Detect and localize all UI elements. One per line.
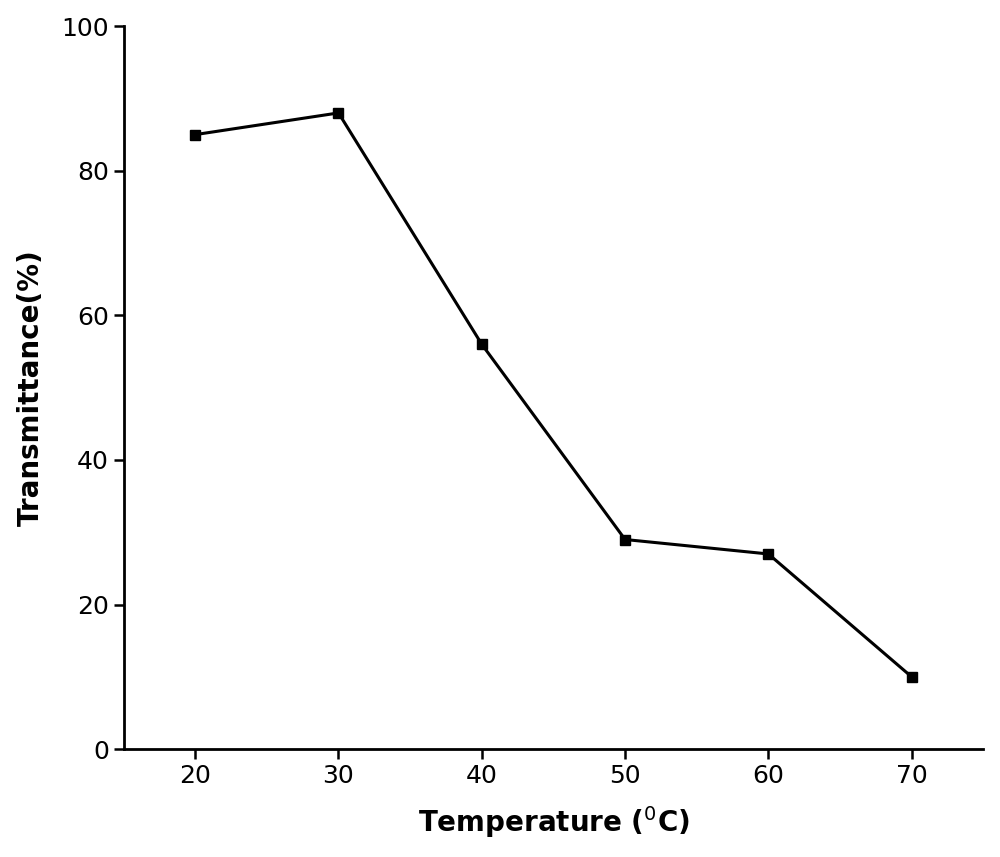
X-axis label: Temperature ($^{0}$C): Temperature ($^{0}$C) <box>418 805 689 841</box>
Y-axis label: Transmittance(%): Transmittance(%) <box>17 249 45 526</box>
